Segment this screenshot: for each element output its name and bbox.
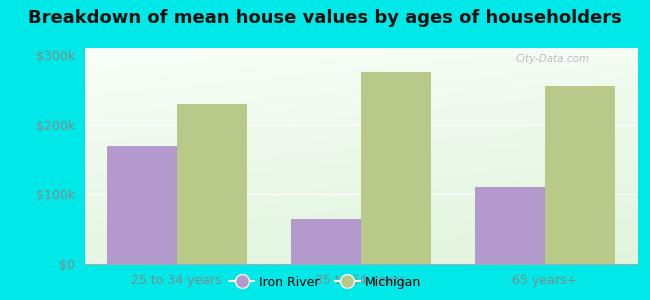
Text: City-Data.com: City-Data.com [515, 55, 590, 64]
Bar [361, 72, 431, 264]
Bar [107, 146, 177, 264]
Legend: Iron River, Michigan: Iron River, Michigan [224, 271, 426, 294]
Bar [291, 219, 361, 264]
Bar [545, 86, 615, 264]
Bar [177, 104, 246, 264]
Text: Breakdown of mean house values by ages of householders: Breakdown of mean house values by ages o… [28, 9, 622, 27]
Bar [475, 188, 545, 264]
